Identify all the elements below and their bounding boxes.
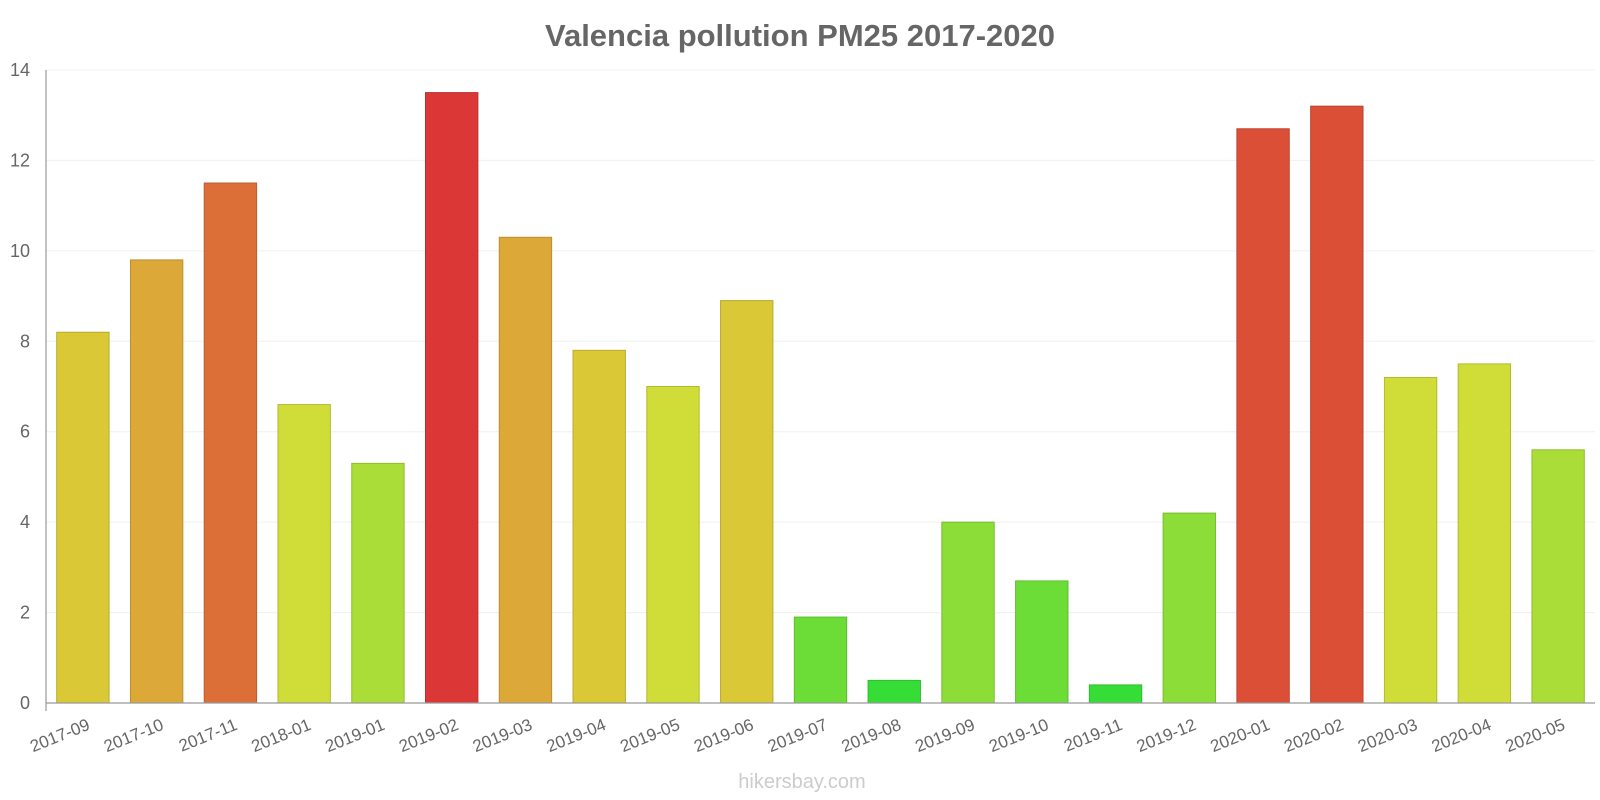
x-tick-label: 2019-08: [839, 715, 904, 756]
y-tick-label: 10: [10, 241, 30, 261]
x-tick-label: 2019-07: [765, 715, 830, 756]
bar-2020-01: [1236, 128, 1290, 704]
chart-title: Valencia pollution PM25 2017-2020: [545, 18, 1055, 53]
bar-2017-11: [203, 182, 258, 704]
bar-2019-09: [941, 521, 995, 704]
x-tick-label: 2020-02: [1281, 715, 1346, 756]
bar-2019-10: [1015, 580, 1069, 704]
x-tick-label: 2017-10: [101, 715, 166, 756]
y-tick-label: 0: [20, 693, 30, 713]
y-tick-label: 6: [20, 422, 30, 442]
x-tick-label: 2020-04: [1429, 715, 1494, 756]
x-tick-label: 2019-02: [396, 715, 461, 756]
x-tick-label: 2019-03: [470, 715, 535, 756]
bar-2020-02: [1310, 105, 1364, 704]
x-axis-ticks: 2017-09 2017-10 2017-11 2018-01 2019-01 2019-…: [27, 715, 1567, 756]
bar-2019-12: [1162, 512, 1216, 704]
bar-2018-01: [277, 404, 331, 704]
bar-2019-06: [720, 300, 774, 704]
bar-2017-10: [129, 259, 184, 704]
x-tick-label: 2020-05: [1503, 715, 1568, 756]
bar-2017-09: [56, 331, 110, 704]
bar-2019-02: [425, 92, 479, 704]
y-tick-label: 4: [20, 512, 30, 532]
bar-2019-11: [1088, 684, 1143, 704]
x-tick-label: 2019-04: [544, 715, 609, 756]
x-tick-label: 2017-11: [176, 715, 240, 756]
x-tick-label: 2019-01: [322, 715, 387, 756]
bar-2019-05: [646, 386, 700, 704]
bar-2019-08: [867, 679, 921, 704]
x-tick-label: 2019-10: [986, 715, 1051, 756]
x-tick-label: 2018-01: [249, 715, 314, 756]
x-tick-label: 2017-09: [27, 715, 92, 756]
bar-2020-03: [1383, 376, 1438, 704]
x-tick-label: 2019-05: [618, 715, 683, 756]
x-tick-label: 2019-12: [1134, 715, 1199, 756]
x-tick-label: 2020-03: [1355, 715, 1420, 756]
watermark: hikersbay.com: [738, 771, 865, 793]
bars: [56, 92, 1585, 704]
bar-2019-01: [351, 462, 405, 704]
bar-2020-04: [1457, 363, 1512, 704]
y-tick-label: 8: [20, 331, 30, 351]
bar-2019-07: [793, 616, 848, 704]
x-tick-label: 2019-09: [913, 715, 978, 756]
y-axis-ticks: 0 2 4 6 8 10 12 14: [10, 60, 30, 713]
x-tick-label: 2020-01: [1208, 715, 1273, 756]
y-tick-label: 2: [20, 603, 30, 623]
y-tick-label: 12: [10, 150, 30, 170]
x-tick-label: 2019-11: [1061, 715, 1125, 756]
bar-2019-04: [572, 349, 626, 704]
axes: [45, 70, 1595, 711]
bar-2020-05: [1531, 449, 1585, 704]
bar-2019-03: [498, 236, 553, 704]
x-tick-label: 2019-06: [691, 715, 756, 756]
y-tick-label: 14: [10, 60, 30, 80]
